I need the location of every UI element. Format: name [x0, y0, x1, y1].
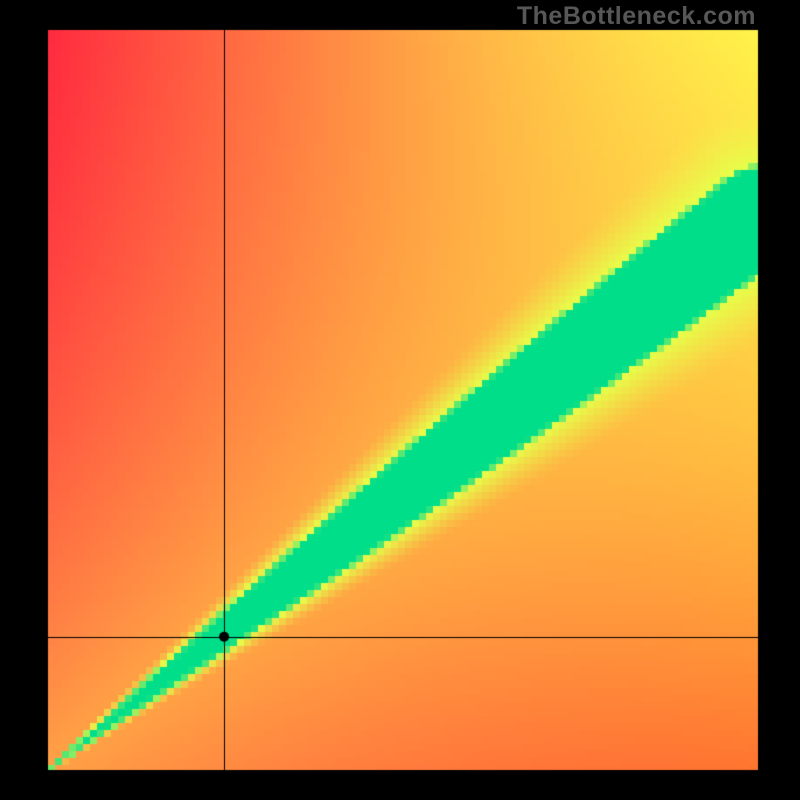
watermark-text: TheBottleneck.com: [517, 2, 756, 31]
chart-container: TheBottleneck.com: [0, 0, 800, 800]
bottleneck-heatmap: [0, 0, 800, 800]
